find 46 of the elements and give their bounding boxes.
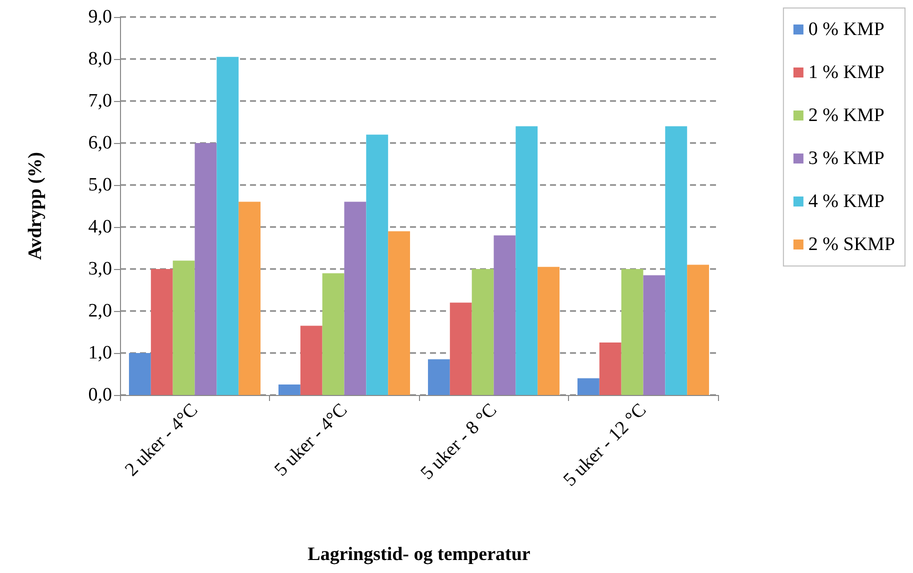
legend-label: 4 % KMP	[808, 191, 884, 212]
bar	[322, 273, 344, 395]
bar	[388, 231, 410, 395]
legend-label: 3 % KMP	[808, 148, 884, 169]
legend-label: 2 % KMP	[808, 105, 884, 126]
bar	[472, 269, 494, 395]
x-tick-label: 5 uker - 12 °C	[560, 400, 651, 491]
bar	[599, 342, 622, 395]
legend-label: 1 % KMP	[808, 62, 884, 83]
bar	[621, 269, 644, 395]
bar	[278, 384, 300, 395]
legend-label: 0 % KMP	[808, 19, 884, 40]
bar	[665, 126, 688, 395]
bar	[687, 264, 710, 395]
y-tick-label: 9,0	[88, 6, 112, 28]
bar	[238, 202, 261, 395]
bar	[366, 134, 388, 395]
x-tick-label: 5 uker - 4°C	[270, 400, 352, 481]
bar	[172, 260, 195, 395]
bar	[494, 235, 516, 395]
x-tick-label: 2 uker - 4°C	[121, 400, 202, 481]
y-tick-label: 1,0	[88, 342, 112, 364]
bar	[538, 266, 560, 395]
y-axis-title: Avdrypp (%)	[25, 152, 46, 260]
bar	[577, 378, 600, 395]
legend-label: 2 % SKMP	[808, 234, 895, 255]
y-tick-label: 4,0	[88, 216, 112, 238]
y-tick-label: 3,0	[88, 258, 112, 280]
bar	[643, 275, 666, 395]
x-tick-label: 5 uker - 8 °C	[416, 400, 502, 484]
bar	[194, 143, 217, 395]
y-tick-label: 6,0	[88, 132, 112, 154]
bar	[216, 56, 239, 395]
y-tick-label: 0,0	[88, 384, 112, 406]
y-tick-label: 7,0	[88, 90, 112, 112]
x-axis-title: Lagringstid- og temperatur	[308, 544, 531, 565]
y-tick-label: 2,0	[88, 300, 112, 322]
y-tick-label: 8,0	[88, 48, 112, 70]
bar	[428, 359, 450, 395]
bar	[344, 202, 366, 395]
bar	[300, 326, 322, 395]
bar	[450, 302, 472, 395]
bar	[128, 353, 151, 395]
y-tick-label: 5,0	[88, 174, 112, 196]
bar	[150, 269, 173, 395]
bar	[516, 126, 538, 395]
